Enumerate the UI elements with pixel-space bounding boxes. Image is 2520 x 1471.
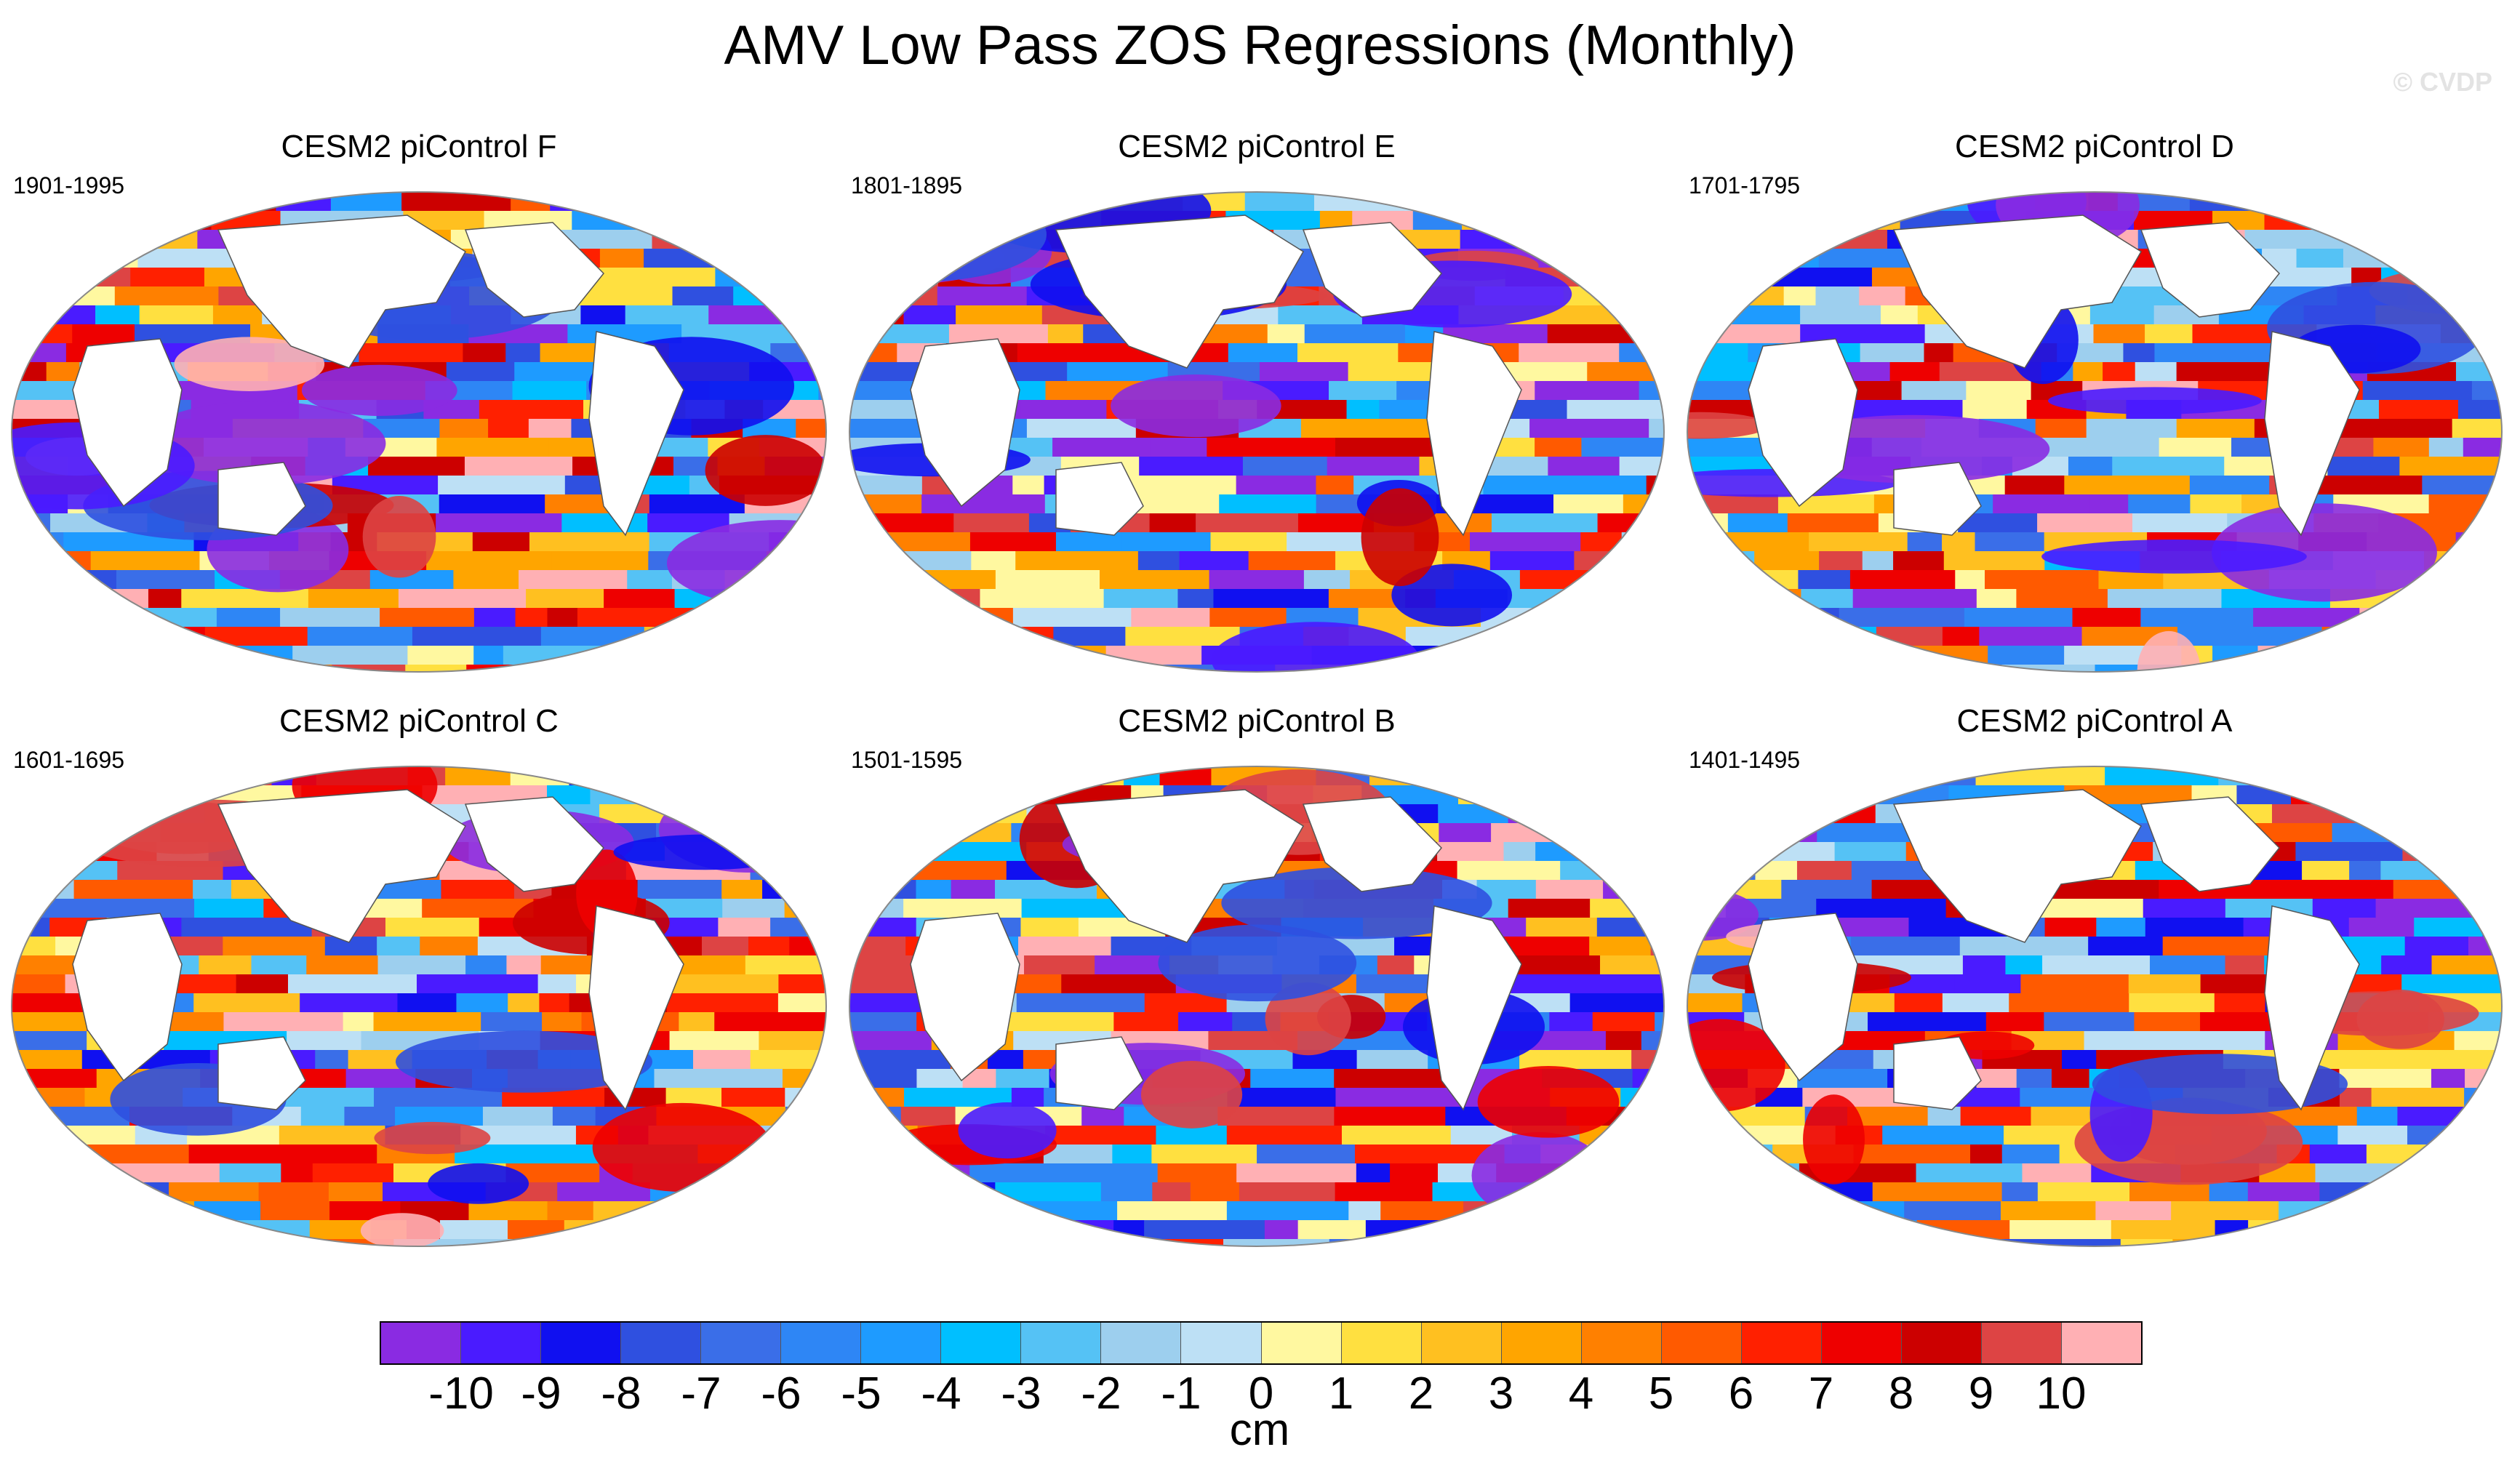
map-field — [1687, 192, 2502, 672]
map-outline — [11, 191, 827, 673]
map-outline — [1687, 766, 2503, 1247]
colorbar-label: -2 — [1081, 1368, 1121, 1419]
colorbar-box — [1181, 1323, 1262, 1363]
colorbar-box — [1501, 1323, 1582, 1363]
colorbar-box — [1821, 1323, 1902, 1363]
map-panel-c: CESM2 piControl C 1601-1695 — [0, 702, 838, 1277]
panel-years: 1901-1995 — [13, 172, 125, 199]
colorbar-label: 6 — [1728, 1368, 1754, 1419]
colorbar-box — [1341, 1323, 1422, 1363]
colorbar-label: -10 — [428, 1368, 494, 1419]
colorbar — [380, 1321, 2143, 1365]
panel-title: CESM2 piControl D — [1955, 129, 2234, 164]
colorbar-label: 5 — [1648, 1368, 1674, 1419]
map-field — [12, 766, 826, 1246]
colorbar-label: -3 — [1001, 1368, 1041, 1419]
colorbar-label: -1 — [1161, 1368, 1201, 1419]
colorbar-box — [781, 1323, 862, 1363]
figure-title: AMV Low Pass ZOS Regressions (Monthly) — [724, 15, 1796, 76]
map-outline — [1687, 191, 2503, 673]
colorbar-box — [1101, 1323, 1182, 1363]
map-panel-e: CESM2 piControl E 1801-1895 — [838, 128, 1676, 702]
colorbar-label: 7 — [1808, 1368, 1834, 1419]
colorbar-box — [621, 1323, 702, 1363]
colorbar-units: cm — [1229, 1405, 1290, 1455]
colorbar-label: 8 — [1888, 1368, 1914, 1419]
colorbar-box — [1421, 1323, 1502, 1363]
watermark: © CVDP — [2393, 67, 2492, 97]
colorbar-box — [1021, 1323, 1102, 1363]
colorbar-box — [1981, 1323, 2062, 1363]
colorbar-label: 4 — [1568, 1368, 1594, 1419]
map-field — [849, 192, 1664, 672]
panel-years: 1601-1695 — [13, 747, 125, 773]
colorbar-label: 3 — [1488, 1368, 1514, 1419]
colorbar-box — [1581, 1323, 1662, 1363]
map-panel-f: CESM2 piControl F 1901-1995 — [0, 128, 838, 702]
panel-title: CESM2 piControl A — [1956, 703, 2233, 739]
panel-title: CESM2 piControl C — [279, 703, 559, 739]
colorbar-label: -9 — [521, 1368, 561, 1419]
panel-title: CESM2 piControl F — [281, 129, 557, 164]
colorbar-label: -5 — [841, 1368, 881, 1419]
colorbar-box — [1261, 1323, 1342, 1363]
colorbar-box — [461, 1323, 542, 1363]
map-field — [849, 766, 1664, 1246]
colorbar-box — [861, 1323, 942, 1363]
colorbar-label: -8 — [601, 1368, 641, 1419]
colorbar-box — [701, 1323, 782, 1363]
colorbar-box — [381, 1323, 462, 1363]
map-panel-b: CESM2 piControl B 1501-1595 — [838, 702, 1676, 1277]
panel-years: 1801-1895 — [851, 172, 963, 199]
map-outline — [11, 766, 827, 1247]
map-outline — [849, 766, 1665, 1247]
colorbar-label: -6 — [761, 1368, 801, 1419]
colorbar-label: 10 — [2036, 1368, 2087, 1419]
colorbar-label: -7 — [681, 1368, 721, 1419]
panel-title: CESM2 piControl B — [1118, 703, 1396, 739]
colorbar-box — [541, 1323, 622, 1363]
map-outline — [849, 191, 1665, 673]
panel-years: 1701-1795 — [1689, 172, 1801, 199]
panel-years: 1501-1595 — [851, 747, 963, 773]
colorbar-box — [1901, 1323, 1982, 1363]
colorbar-label: 1 — [1328, 1368, 1354, 1419]
panel-title: CESM2 piControl E — [1118, 129, 1396, 164]
colorbar-label: 0 — [1248, 1368, 1274, 1419]
colorbar-box — [941, 1323, 1022, 1363]
map-panel-d: CESM2 piControl D 1701-1795 — [1676, 128, 2513, 702]
colorbar-box — [1741, 1323, 1822, 1363]
map-field — [1687, 766, 2502, 1246]
colorbar-box — [2061, 1323, 2142, 1363]
map-field — [12, 192, 826, 672]
colorbar-label: 2 — [1408, 1368, 1434, 1419]
map-panel-a: CESM2 piControl A 1401-1495 — [1676, 702, 2513, 1277]
colorbar-box — [1661, 1323, 1742, 1363]
panel-years: 1401-1495 — [1689, 747, 1801, 773]
colorbar-label: 9 — [1968, 1368, 1994, 1419]
colorbar-label: -4 — [921, 1368, 961, 1419]
